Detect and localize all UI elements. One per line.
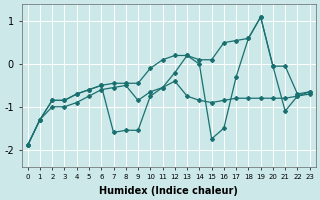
X-axis label: Humidex (Indice chaleur): Humidex (Indice chaleur) — [99, 186, 238, 196]
